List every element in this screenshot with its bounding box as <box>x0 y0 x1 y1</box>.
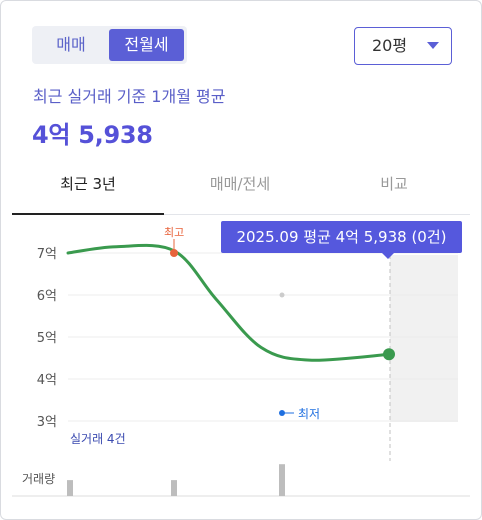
y-tick-label: 3억 <box>37 415 57 430</box>
y-tick-label: 4억 <box>37 373 57 388</box>
price-tooltip: 2025.09 평균 4억 5,938 (0건) <box>221 221 462 259</box>
average-price: 4억 5,938 <box>32 121 153 149</box>
y-tick-label: 6억 <box>37 289 57 304</box>
area-select[interactable]: 20평 <box>354 27 452 65</box>
chart-tabs: 최근 3년 매매/전세 비교 <box>12 168 470 215</box>
trade-count-label: 실거래 4건 <box>70 432 126 446</box>
high-point <box>170 249 178 257</box>
reference-dot <box>279 292 285 298</box>
price-basis-label: 최근 실거래 기준 1개월 평균 <box>33 87 226 106</box>
volume-bar <box>171 480 177 496</box>
tab-compare[interactable]: 비교 <box>380 175 408 193</box>
y-tick-label: 5억 <box>37 331 57 346</box>
area-select-value: 20평 <box>372 36 408 55</box>
tab-recent-3-years[interactable]: 최근 3년 <box>12 168 164 215</box>
volume-bar <box>67 480 73 496</box>
tab-sale-jeonse[interactable]: 매매/전세 <box>209 175 271 193</box>
price-line <box>66 243 392 362</box>
high-label: 최고 <box>164 226 184 239</box>
volume-label: 거래량 <box>22 472 55 486</box>
deal-type-rent-button[interactable]: 전월세 <box>109 29 184 61</box>
volume-bar <box>279 464 285 496</box>
deal-type-toggle: 매매 전월세 <box>32 26 187 64</box>
low-label: 최저 <box>298 407 320 421</box>
y-tick-label: 7억 <box>37 247 57 262</box>
current-point <box>383 348 395 361</box>
current-period-shade <box>390 255 458 422</box>
chevron-down-icon <box>427 42 439 49</box>
deal-type-sale-button[interactable]: 매매 <box>56 35 86 54</box>
